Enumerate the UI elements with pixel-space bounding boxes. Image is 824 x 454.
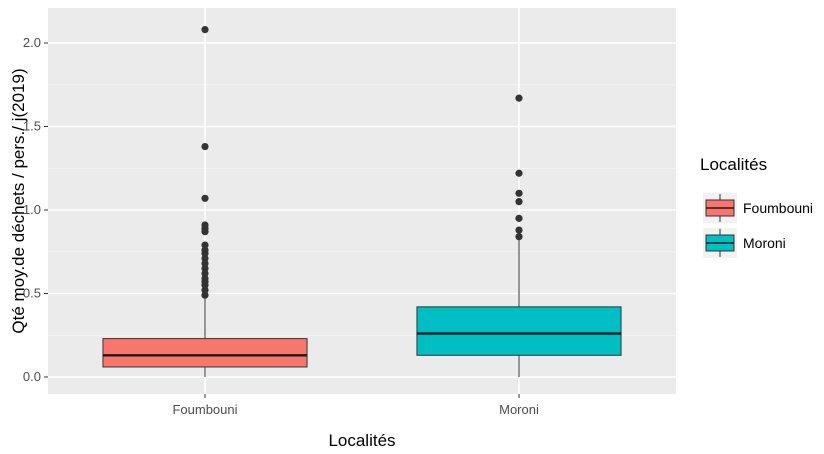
box-iqr <box>102 338 308 368</box>
boxes <box>102 26 622 377</box>
box-moroni <box>416 94 622 377</box>
outlier-point <box>515 214 523 222</box>
outlier-point <box>201 264 209 273</box>
box-iqr <box>416 306 622 356</box>
outlier-point <box>201 269 209 278</box>
legend-title: Localités <box>700 155 767 174</box>
outlier-point <box>515 169 523 177</box>
outlier-point <box>515 226 523 234</box>
outlier-point <box>201 26 209 34</box>
y-tick-label: 0.5 <box>23 286 41 301</box>
outlier-point <box>201 221 209 229</box>
legend-item-moroni: Moroni <box>703 228 786 258</box>
outlier-point <box>201 254 209 263</box>
x-tick-label: Moroni <box>499 402 539 417</box>
outlier-point <box>201 291 209 299</box>
outlier-point <box>515 198 523 206</box>
y-axis-title: Qté moy.de déchets / pers./ j(2019) <box>9 68 28 333</box>
y-tick-label: 1.5 <box>23 119 41 134</box>
outlier-point <box>201 259 209 268</box>
outlier-point <box>201 241 209 249</box>
outlier-point <box>201 194 209 202</box>
x-axis-ticks: Foumbouni Moroni <box>172 394 539 417</box>
y-axis-ticks: 0.0 0.5 1.0 1.5 2.0 <box>23 35 48 384</box>
y-tick-label: 1.0 <box>23 202 41 217</box>
outlier-point <box>201 286 209 294</box>
legend-items: Foumbouni Moroni <box>703 193 813 258</box>
y-tick-label: 0.0 <box>23 369 41 384</box>
outlier-point <box>201 142 209 151</box>
outlier-point <box>515 94 523 102</box>
box-foumbouni <box>102 26 308 377</box>
y-tick-label: 2.0 <box>23 35 41 50</box>
x-axis-title: Localités <box>328 431 395 450</box>
legend-label: Moroni <box>743 235 786 251</box>
outlier-point <box>515 233 523 241</box>
outlier-point <box>201 274 209 283</box>
outlier-point <box>515 189 523 197</box>
legend: Localités Foumbouni Moroni <box>700 155 813 258</box>
legend-label: Foumbouni <box>743 200 813 216</box>
outlier-point <box>201 246 209 254</box>
legend-item-foumbouni: Foumbouni <box>703 193 813 223</box>
x-tick-label: Foumbouni <box>172 402 237 417</box>
